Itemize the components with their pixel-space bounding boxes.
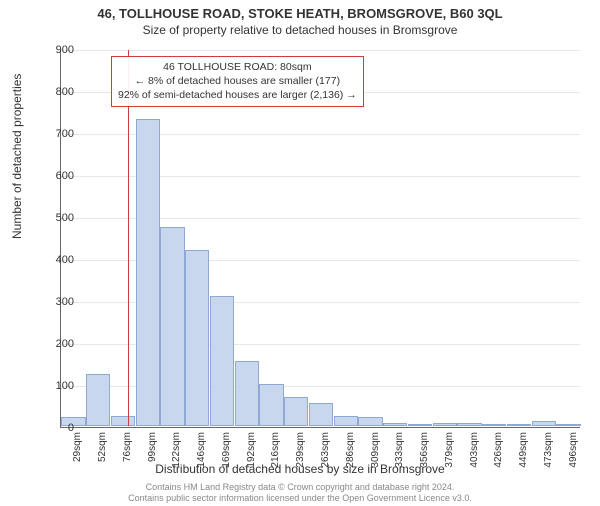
histogram-bar	[457, 423, 481, 426]
annotation-box: 46 TOLLHOUSE ROAD: 80sqm← 8% of detached…	[111, 56, 364, 107]
footer-line-1: Contains HM Land Registry data © Crown c…	[0, 482, 600, 493]
xtick-label: 379sqm	[444, 432, 455, 482]
histogram-bar	[309, 403, 333, 426]
title-sub: Size of property relative to detached ho…	[0, 23, 600, 37]
xtick-label: 286sqm	[345, 432, 356, 482]
xtick-label: 333sqm	[394, 432, 405, 482]
histogram-bar	[532, 421, 556, 426]
ytick-label: 700	[34, 128, 74, 140]
ytick-label: 900	[34, 44, 74, 56]
histogram-bar	[259, 384, 283, 426]
xtick-label: 169sqm	[221, 432, 232, 482]
xtick-label: 192sqm	[246, 432, 257, 482]
histogram-bar	[482, 424, 506, 426]
histogram-bar	[136, 119, 160, 426]
xtick-label: 216sqm	[270, 432, 281, 482]
xtick-label: 76sqm	[122, 432, 133, 482]
annotation-line: 46 TOLLHOUSE ROAD: 80sqm	[118, 60, 357, 74]
histogram-bar	[433, 423, 457, 426]
ytick-label: 200	[34, 338, 74, 350]
histogram-bar	[358, 417, 382, 426]
xtick-label: 29sqm	[72, 432, 83, 482]
xtick-label: 473sqm	[543, 432, 554, 482]
histogram-bar	[185, 250, 209, 426]
xtick-label: 122sqm	[171, 432, 182, 482]
ytick-label: 100	[34, 380, 74, 392]
histogram-bar	[408, 424, 432, 426]
histogram-bar	[111, 416, 135, 427]
xtick-label: 263sqm	[320, 432, 331, 482]
ytick-label: 600	[34, 170, 74, 182]
xtick-label: 309sqm	[370, 432, 381, 482]
xtick-label: 356sqm	[419, 432, 430, 482]
y-axis-label: Number of detached properties	[10, 74, 24, 239]
ytick-label: 400	[34, 254, 74, 266]
plot-area: 46 TOLLHOUSE ROAD: 80sqm← 8% of detached…	[60, 50, 580, 428]
ytick-label: 300	[34, 296, 74, 308]
histogram-bar	[334, 416, 358, 427]
histogram-bar	[383, 423, 407, 426]
xtick-label: 99sqm	[147, 432, 158, 482]
gridline	[61, 50, 580, 51]
xtick-label: 239sqm	[295, 432, 306, 482]
xtick-label: 403sqm	[469, 432, 480, 482]
xtick-label: 426sqm	[493, 432, 504, 482]
ytick-label: 800	[34, 86, 74, 98]
histogram-bar	[86, 374, 110, 427]
ytick-label: 500	[34, 212, 74, 224]
title-main: 46, TOLLHOUSE ROAD, STOKE HEATH, BROMSGR…	[0, 6, 600, 21]
histogram-bar	[507, 424, 531, 426]
annotation-line: 92% of semi-detached houses are larger (…	[118, 88, 357, 102]
xtick-label: 449sqm	[518, 432, 529, 482]
histogram-bar	[160, 227, 184, 427]
chart-container: 46 TOLLHOUSE ROAD: 80sqm← 8% of detached…	[60, 50, 580, 428]
footer-line-2: Contains public sector information licen…	[0, 493, 600, 504]
histogram-bar	[235, 361, 259, 426]
ytick-label: 0	[34, 422, 74, 434]
footer: Contains HM Land Registry data © Crown c…	[0, 482, 600, 505]
histogram-bar	[556, 424, 580, 426]
annotation-line: ← 8% of detached houses are smaller (177…	[118, 74, 357, 88]
xtick-label: 52sqm	[97, 432, 108, 482]
histogram-bar	[284, 397, 308, 426]
xtick-label: 146sqm	[196, 432, 207, 482]
histogram-bar	[210, 296, 234, 426]
xtick-label: 496sqm	[568, 432, 579, 482]
